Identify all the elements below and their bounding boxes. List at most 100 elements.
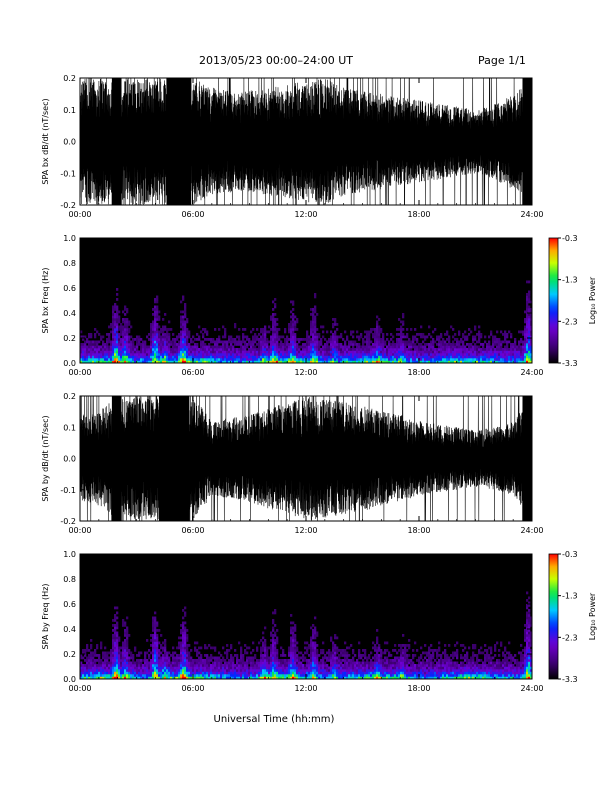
spectrogram-cell xyxy=(142,348,145,351)
spectrogram-cell xyxy=(528,325,531,329)
spectrogram-cell xyxy=(126,634,129,637)
spectrogram-cell xyxy=(398,360,401,364)
spectrogram-cell xyxy=(498,355,501,359)
spectrogram-cell xyxy=(262,641,265,645)
spectrogram-cell xyxy=(436,353,439,356)
spectrogram-cell xyxy=(494,360,497,364)
spectrogram-cell xyxy=(328,353,331,356)
spectrogram-cell xyxy=(238,659,241,662)
spectrogram-cell xyxy=(412,666,415,670)
spectrogram-cell xyxy=(272,619,275,622)
spectrogram-cell xyxy=(150,338,153,341)
spectrogram-cell xyxy=(490,360,493,364)
spectrogram-cell xyxy=(80,355,83,359)
spectrogram-cell xyxy=(198,676,201,680)
spectrogram-cell xyxy=(398,674,401,677)
spectrogram-cell xyxy=(198,664,201,667)
spectrogram-cell xyxy=(292,355,295,359)
spectrogram-cell xyxy=(464,353,467,356)
y-tick-label: 0.2 xyxy=(63,74,76,83)
spectrogram-cell xyxy=(360,333,363,336)
spectrogram-cell xyxy=(186,338,189,341)
spectrogram-cell xyxy=(336,649,339,652)
spectrogram-cell xyxy=(292,661,295,665)
spectrogram-cell xyxy=(120,345,123,349)
spectrogram-cell xyxy=(336,656,339,660)
spectrogram-cell xyxy=(414,353,417,356)
spectrogram-cell xyxy=(402,340,405,344)
spectrogram-cell xyxy=(254,666,257,670)
spectrogram-cell xyxy=(126,649,129,652)
spectrogram-cell xyxy=(222,676,225,680)
spectrogram-cell xyxy=(264,656,267,660)
spectrogram-cell xyxy=(274,654,277,657)
spectrogram-cell xyxy=(434,350,437,354)
spectrogram-cell xyxy=(398,318,401,321)
spectrogram-cell xyxy=(272,315,275,319)
spectrogram-cell xyxy=(140,345,143,349)
spectrogram-cell xyxy=(264,348,267,351)
spectrogram-cell xyxy=(212,350,215,354)
spectrogram-cell xyxy=(322,353,325,356)
spectrogram-cell xyxy=(346,353,349,356)
spectrogram-cell xyxy=(86,350,89,354)
spectrogram-cell xyxy=(154,611,157,615)
spectrogram-cell xyxy=(518,343,521,346)
spectrogram-cell xyxy=(296,338,299,341)
spectrogram-cell xyxy=(496,338,499,341)
spectrogram-cell xyxy=(384,666,387,670)
spectrogram-cell xyxy=(132,661,135,665)
spectrogram-cell xyxy=(104,353,107,356)
spectrogram-cell xyxy=(236,355,239,359)
spectrogram-cell xyxy=(252,358,255,361)
spectrogram-cell xyxy=(180,644,183,647)
spectrogram-cell xyxy=(110,661,113,665)
spectrogram-cell xyxy=(312,669,315,672)
spectrogram-cell xyxy=(208,355,211,359)
spectrogram-cell xyxy=(176,666,179,670)
spectrogram-cell xyxy=(468,350,471,354)
spectrogram-cell xyxy=(320,355,323,359)
spectrogram-cell xyxy=(104,659,107,662)
spectrogram-cell xyxy=(136,676,139,680)
spectrogram-cell xyxy=(168,669,171,672)
spectrogram-cell xyxy=(122,619,125,622)
spectrogram-cell xyxy=(208,664,211,667)
spectrogram-cell xyxy=(416,659,419,662)
spectrogram-cell xyxy=(490,345,493,349)
spectrogram-cell xyxy=(304,641,307,645)
spectrogram-cell xyxy=(176,348,179,351)
spectrogram-cell xyxy=(330,669,333,672)
spectrogram-cell xyxy=(384,656,387,660)
spectrogram-cell xyxy=(312,666,315,670)
spectrogram-cell xyxy=(412,656,415,660)
spectrogram-cell xyxy=(504,330,507,334)
spectrogram-cell xyxy=(396,350,399,354)
spectrogram-cell xyxy=(118,353,121,356)
spectrogram-cell xyxy=(402,661,405,665)
spectrogram-cell xyxy=(184,303,187,306)
x-tick-label: 06:00 xyxy=(181,526,204,535)
spectrogram-cell xyxy=(276,661,279,665)
spectrogram-cell xyxy=(140,355,143,359)
spectrogram-cell xyxy=(384,360,387,364)
spectrogram-cell xyxy=(352,661,355,665)
spectrogram-cell xyxy=(106,659,109,662)
spectrogram-cell xyxy=(408,654,411,657)
spectrogram-cell xyxy=(504,360,507,364)
spectrogram-cell xyxy=(90,654,93,657)
spectrogram-cell xyxy=(230,348,233,351)
spectrogram-cell xyxy=(96,360,99,364)
spectrogram-cell xyxy=(372,345,375,349)
spectrogram-cell xyxy=(268,360,271,364)
spectrogram-cell xyxy=(478,340,481,344)
spectrogram-cell xyxy=(252,669,255,672)
spectrogram-cell xyxy=(282,358,285,361)
spectrogram-cell xyxy=(254,333,257,336)
spectrogram-cell xyxy=(236,669,239,672)
spectrogram-cell xyxy=(288,654,291,657)
spectrogram-cell xyxy=(292,634,295,637)
spectrogram-cell xyxy=(270,345,273,349)
spectrogram-cell xyxy=(142,666,145,670)
spectrogram-cell xyxy=(270,654,273,657)
